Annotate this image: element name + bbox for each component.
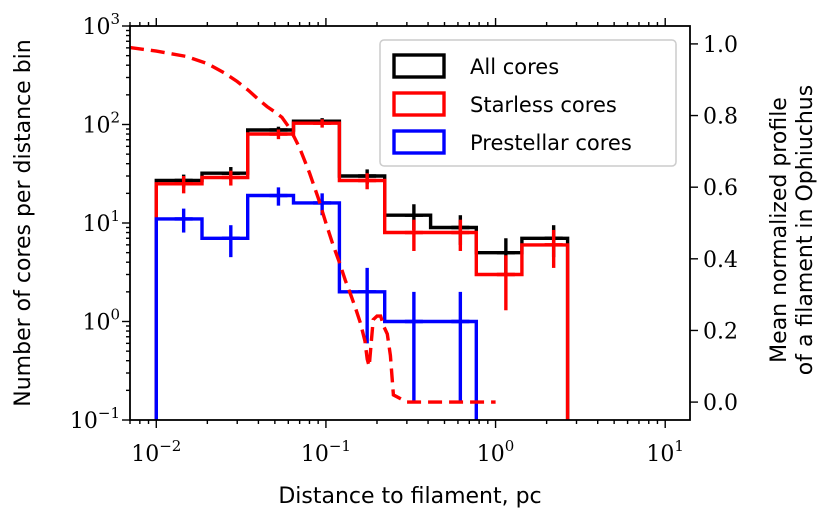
y-right-tick-label-1: 0.2	[703, 319, 738, 344]
y-left-tick-label-4: 103	[82, 10, 120, 40]
x-tick-label-2: 100	[477, 437, 515, 467]
y-right-tick-label-4: 0.8	[703, 105, 738, 130]
legend: All cores Starless cores Prestellar cores	[379, 39, 677, 167]
profile-curve	[130, 45, 496, 404]
y-right-tick-label-0: 0.0	[703, 391, 738, 416]
y-axis-label-left: Number of cores per distance bin	[11, 39, 36, 406]
y-axis-label-right-line1: Mean normalized profile	[767, 97, 792, 363]
y-axis-label-right-line2: of a filament in Ophiuchus	[793, 85, 818, 375]
legend-label-starless-cores: Starless cores	[470, 93, 617, 117]
y-right-tick-label-2: 0.4	[703, 248, 738, 273]
y-left-tick-label-2: 101	[82, 207, 120, 237]
histogram-prestellar-cores	[154, 193, 478, 420]
x-axis-label: Distance to filament, pc	[278, 484, 541, 509]
y-right-tick-label-3: 0.6	[703, 176, 738, 201]
x-tick-label-0: 10−2	[131, 437, 181, 467]
x-tick-label-3: 101	[646, 437, 684, 467]
y-left-tick-label-0: 10−1	[70, 404, 120, 434]
plot-area	[130, 45, 570, 420]
histogram-starless-cores	[154, 121, 570, 420]
axis-ticks: 10−2 10−1 100 101 10−1 100 101 102 103 0.0 0.2 0.4 0…	[70, 10, 738, 467]
x-tick-label-1: 10−1	[301, 437, 351, 467]
y-left-tick-label-3: 102	[82, 109, 120, 139]
legend-swatch-prestellar-cores	[392, 129, 446, 155]
legend-label-all-cores: All cores	[470, 55, 559, 79]
legend-label-prestellar-cores: Prestellar cores	[470, 131, 632, 155]
legend-box	[379, 39, 677, 167]
legend-swatch-starless-cores	[392, 91, 446, 117]
y-left-tick-label-1: 100	[82, 306, 120, 336]
y-right-tick-label-5: 1.0	[703, 33, 738, 58]
legend-swatch-all-cores	[392, 53, 446, 79]
